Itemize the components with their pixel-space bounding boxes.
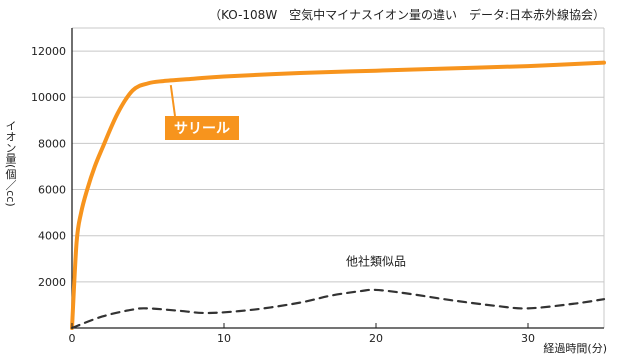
series-label-leader (169, 84, 176, 117)
y-tick-label: 12000 (31, 45, 66, 58)
series-label-other: 他社類似品 (346, 254, 406, 269)
series-line-0 (70, 60, 606, 330)
y-tick-label: 10000 (31, 91, 66, 104)
grid (72, 27, 605, 328)
plot-background (72, 28, 604, 328)
series-label-sariru: サリール (174, 121, 230, 137)
y-tick-label: 2000 (38, 276, 66, 289)
series-line-1 (70, 288, 606, 330)
y-axis-label: イオン量(個／cc) (4, 120, 17, 207)
x-tick-label: 20 (369, 332, 383, 345)
x-tick-label: 10 (217, 332, 231, 345)
chart-title: （KO-108W 空気中マイナスイオン量の違い データ:日本赤外線協会） (209, 8, 605, 22)
y-tick-label: 4000 (38, 230, 66, 243)
x-tick-label: 30 (521, 332, 535, 345)
y-tick-label: 8000 (38, 137, 66, 150)
series-label-box (165, 116, 239, 140)
x-tick-label: 0 (69, 332, 76, 345)
series-layer (70, 60, 606, 330)
ticks: 2000 4000 6000 8000 10000 12000 0 10 20 30 (31, 45, 535, 345)
axes (71, 28, 604, 329)
y-tick-label: 6000 (38, 184, 66, 197)
x-axis-label: 経過時間(分) (543, 342, 607, 355)
